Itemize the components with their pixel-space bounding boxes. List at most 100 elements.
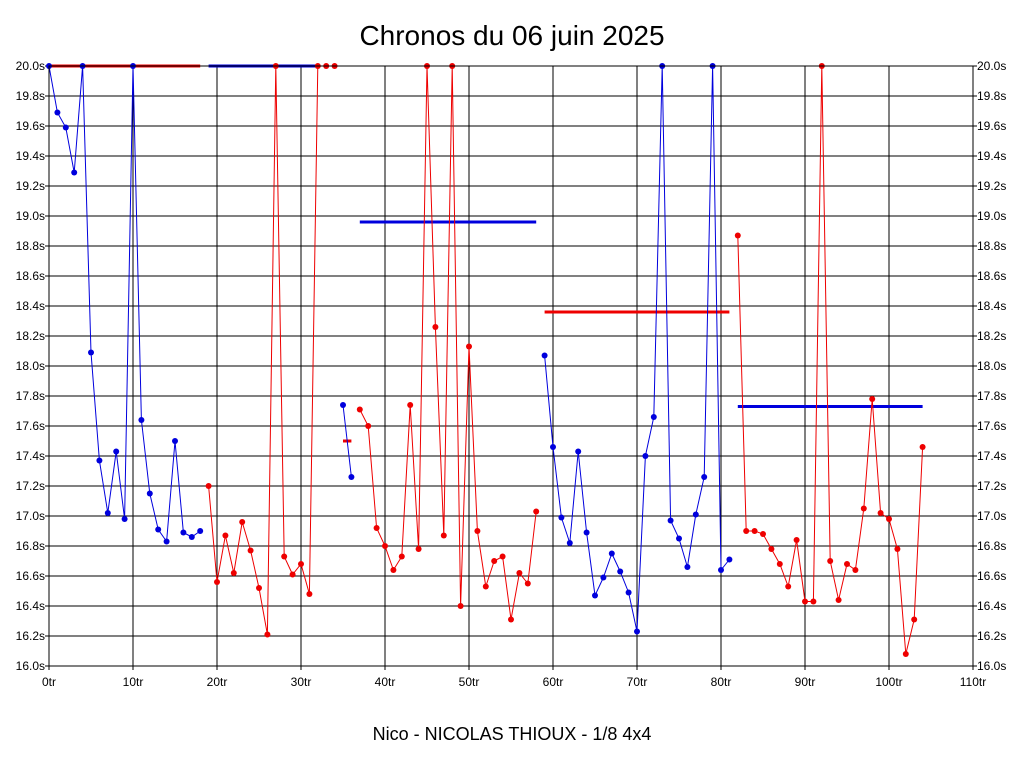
data-point [667, 517, 674, 524]
data-point [592, 592, 598, 599]
y-tick-label-left: 18.0s [16, 359, 45, 373]
data-point [617, 568, 624, 575]
data-point [197, 528, 204, 534]
x-tick-label: 30tr [291, 675, 312, 689]
data-point [390, 567, 397, 573]
data-point [600, 574, 607, 581]
data-point [852, 567, 859, 573]
data-point [205, 483, 212, 489]
data-point [743, 528, 750, 534]
y-tick-label-left: 20.0s [16, 59, 45, 73]
series-segment-4 [356, 63, 540, 623]
data-point [398, 553, 405, 560]
data-point [844, 561, 850, 567]
y-tick-label-right: 16.8s [977, 539, 1006, 553]
data-point [373, 525, 380, 531]
y-tick-label-left: 19.4s [16, 149, 45, 163]
data-point [835, 597, 842, 603]
y-tick-label-right: 18.8s [977, 239, 1006, 253]
data-point [222, 532, 229, 539]
x-tick-label: 60tr [543, 675, 564, 689]
x-tick-label: 90tr [795, 675, 816, 689]
data-point [558, 514, 565, 521]
x-tick-label: 40tr [375, 675, 396, 689]
data-point [676, 535, 682, 542]
data-point [298, 561, 304, 567]
y-tick-label-right: 17.4s [977, 449, 1006, 463]
data-point [642, 453, 649, 459]
data-point [214, 579, 220, 585]
y-tick-label-right: 16.6s [977, 569, 1006, 583]
data-point [793, 537, 800, 543]
data-point [482, 583, 489, 590]
y-tick-label-left: 18.4s [16, 299, 45, 313]
y-tick-label-right: 18.2s [977, 329, 1006, 343]
y-tick-label-right: 19.8s [977, 89, 1006, 103]
series-segment-3 [340, 402, 355, 480]
y-tick-label-right: 16.2s [977, 629, 1006, 643]
data-point [776, 561, 783, 567]
y-tick-label-right: 16.4s [977, 599, 1006, 613]
y-tick-label-right: 18.4s [977, 299, 1006, 313]
data-point [802, 598, 808, 605]
data-point [650, 414, 657, 420]
data-point [491, 558, 498, 564]
data-point [365, 423, 372, 429]
data-point [96, 457, 103, 464]
data-point [566, 540, 573, 546]
series-line [208, 65, 335, 635]
y-tick-label-right: 18.6s [977, 269, 1006, 283]
y-tick-label-right: 19.4s [977, 149, 1006, 163]
grid-layer [48, 65, 974, 667]
y-tick-label-right: 16.0s [977, 659, 1006, 673]
y-tick-label-left: 16.6s [16, 569, 45, 583]
data-point [62, 124, 69, 131]
y-tick-label-right: 20.0s [977, 59, 1006, 73]
x-tick-label: 20tr [207, 675, 228, 689]
data-point [516, 570, 523, 576]
x-tick-label: 10tr [123, 675, 144, 689]
data-point [440, 532, 447, 539]
data-point [88, 349, 94, 356]
data-point [146, 490, 153, 497]
data-point [348, 474, 355, 480]
data-point [877, 510, 884, 516]
data-point [180, 529, 187, 536]
data-point [860, 505, 867, 512]
data-point [692, 511, 699, 518]
series-segment-1 [46, 63, 204, 545]
series-line [342, 404, 352, 478]
y-tick-label-left: 17.2s [16, 479, 45, 493]
y-tick-label-right: 18.0s [977, 359, 1006, 373]
data-point [550, 444, 556, 450]
data-point [575, 448, 582, 455]
data-point [306, 591, 313, 597]
data-point [734, 232, 741, 239]
data-point [608, 550, 615, 557]
series-segment-5 [541, 63, 733, 635]
chart-title: Chronos du 06 juin 2025 [359, 20, 664, 51]
y-tick-label-left: 16.0s [16, 659, 45, 673]
data-point [54, 109, 61, 116]
data-point [541, 352, 548, 359]
data-point [407, 402, 414, 408]
x-tick-label: 110tr [960, 675, 986, 689]
y-tick-label-right: 17.2s [977, 479, 1006, 493]
y-tick-label-left: 17.8s [16, 389, 45, 403]
data-point [382, 543, 388, 549]
y-tick-label-left: 16.4s [16, 599, 45, 613]
data-point [71, 169, 78, 176]
data-point [634, 628, 640, 635]
data-point [466, 343, 472, 350]
y-tick-label-left: 19.0s [16, 209, 45, 223]
data-point [457, 603, 464, 609]
data-point [718, 567, 724, 573]
data-point [911, 616, 918, 623]
data-point [827, 558, 834, 564]
data-point [583, 529, 590, 536]
data-point [869, 396, 876, 402]
tick-layer: 16.0s 16.0s 16.2s 16.2s 16.4s 16.4s 16.6s 16.6s… [16, 59, 1007, 689]
data-point [902, 651, 909, 657]
